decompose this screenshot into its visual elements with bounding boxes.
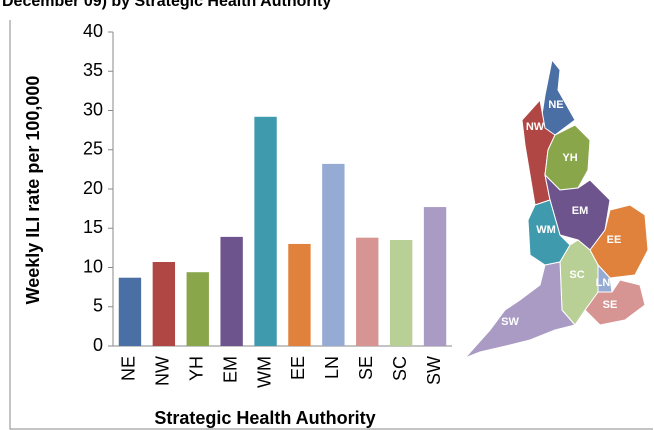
y-tick-label: 30 xyxy=(83,99,103,119)
x-tick-label: EE xyxy=(288,356,308,380)
bar xyxy=(186,272,209,346)
map-label: NE xyxy=(548,99,563,111)
bar xyxy=(356,237,379,346)
map-label: WM xyxy=(536,224,556,236)
map-region xyxy=(584,279,646,326)
y-tick-label: 40 xyxy=(83,21,103,41)
y-tick-label: 10 xyxy=(83,256,103,276)
map-label: LN xyxy=(596,277,611,289)
bar xyxy=(288,243,311,346)
map-region xyxy=(464,261,576,359)
map-label: SE xyxy=(603,299,618,311)
x-tick-label: SE xyxy=(356,356,376,380)
bar xyxy=(423,207,447,346)
y-tick-label: 0 xyxy=(93,335,103,355)
x-tick-label: NE xyxy=(119,356,139,381)
x-tick-label: WM xyxy=(254,356,274,388)
bar xyxy=(118,277,142,346)
map-label: YH xyxy=(562,152,577,164)
bar xyxy=(322,163,345,346)
y-tick-label: 25 xyxy=(83,139,103,159)
x-axis-label: Strategic Health Authority xyxy=(154,408,375,428)
frame xyxy=(9,20,653,430)
map-label: SW xyxy=(501,316,519,328)
chart-title: December 09) by Strategic Health Authori… xyxy=(2,0,331,10)
bar xyxy=(254,116,277,346)
map-label: EM xyxy=(572,205,589,217)
y-tick-label: 15 xyxy=(83,217,103,237)
bar xyxy=(389,240,413,346)
x-tick-label: SW xyxy=(424,356,444,385)
bar xyxy=(152,262,176,346)
x-tick-label: LN xyxy=(322,356,342,379)
map-label: NW xyxy=(526,121,545,133)
x-tick-label: EM xyxy=(220,356,240,383)
x-tick-label: NW xyxy=(153,356,173,386)
y-tick-label: 20 xyxy=(83,178,103,198)
map-label: EE xyxy=(607,234,622,246)
y-axis-label: Weekly ILI rate per 100,000 xyxy=(23,76,43,305)
map-label: SC xyxy=(569,269,584,281)
x-tick-label: YH xyxy=(187,356,207,381)
map-region xyxy=(559,239,599,326)
x-tick-label: SC xyxy=(390,356,410,381)
bar xyxy=(220,236,243,346)
y-tick-label: 35 xyxy=(83,60,103,80)
y-tick-label: 5 xyxy=(93,296,103,316)
